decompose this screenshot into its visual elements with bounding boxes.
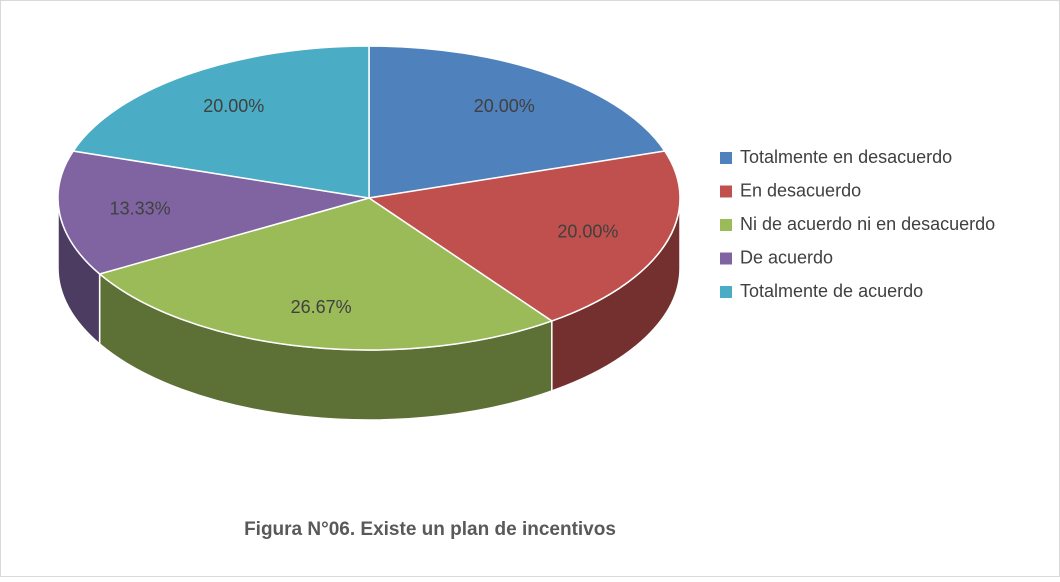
pie-slice — [71, 45, 370, 199]
legend-label: En desacuerdo — [740, 180, 861, 200]
pie-slice — [57, 150, 370, 275]
pie-slice — [368, 45, 667, 199]
data-label: 26.67% — [291, 297, 352, 317]
pie-slice — [98, 197, 554, 351]
data-label: 20.00% — [557, 222, 618, 242]
legend-swatch — [720, 286, 732, 298]
legend-swatch — [720, 152, 732, 164]
legend-label: De acuerdo — [740, 247, 833, 267]
legend-swatch — [720, 185, 732, 198]
data-label: 20.00% — [474, 96, 535, 116]
legend-swatch — [720, 219, 732, 231]
chart-title: Figura N°06. Existe un plan de incentivo… — [244, 519, 616, 540]
legend-label: Totalmente en desacuerdo — [740, 147, 952, 167]
legend-label: Totalmente de acuerdo — [740, 281, 923, 301]
legend-swatch — [720, 252, 732, 265]
data-label: 13.33% — [110, 198, 171, 218]
legend-label: Ni de acuerdo ni en desacuerdo — [740, 214, 995, 234]
pie-slice — [366, 150, 681, 322]
data-label: 20.00% — [203, 96, 264, 116]
